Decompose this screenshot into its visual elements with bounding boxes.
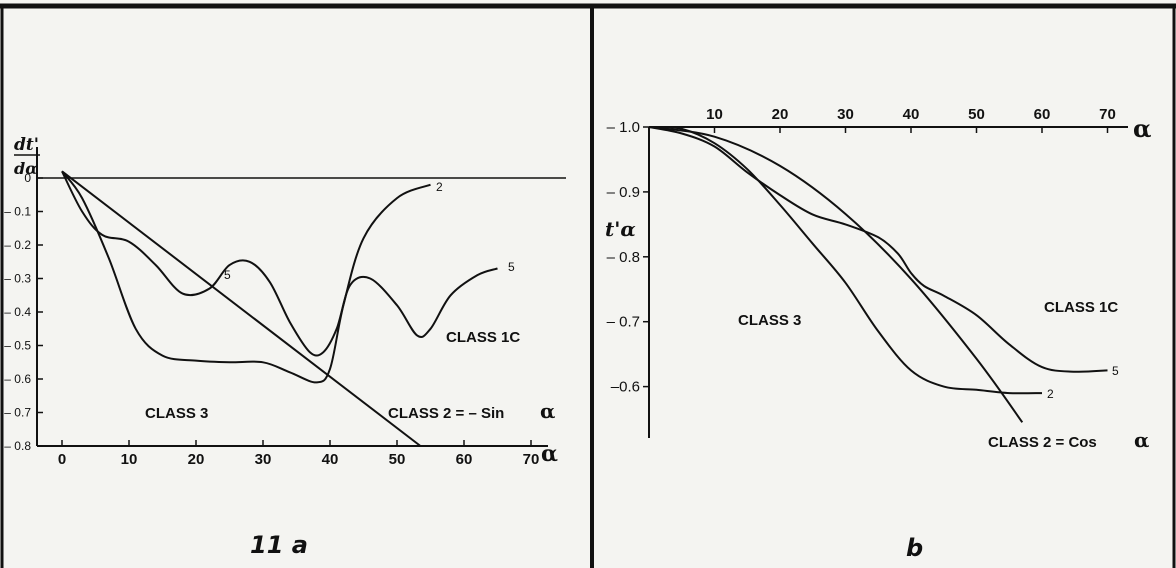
panel-a-x-tick-label: 70 [523,451,540,468]
panel-a-x-tick-label: 50 [389,451,406,468]
panel-b-x-tick-label: 50 [968,106,985,123]
panel-a-y-tick-label: – 0.7 [4,406,31,420]
panel-a-label-class2-alpha: α [540,399,555,423]
panel-a-series-3-line [61,170,422,447]
panel-b-x-tick-label: 40 [903,106,920,123]
panel-b-y-tick-label: – 0.9 [607,184,640,201]
panel-a-x-tick-label: 30 [255,451,272,468]
panel-a-y-tick-label: – 0.2 [4,238,31,252]
panel-b-x-tick-label: 20 [772,106,789,123]
panel-a-y-tick-label: – 0.1 [4,205,31,219]
panel-a-series-2-line [61,170,498,357]
panel-a-y-tick-label: – 0.6 [4,372,31,386]
panel-a-curve-label-5-right: 5 [508,260,515,274]
panel-a-y-tick-label: – 0.5 [4,339,31,353]
panel-a-ylabel-bottom: dα [14,159,38,178]
panel-a-y-ticks: 0 – 0.1 – 0.2 – 0.3 – 0.4 – 0.5 – 0.6 – 0.7 – 0.… [4,171,43,453]
panel-b-ylabel: t'α [605,217,636,241]
panel-b-label-class2-alpha: α [1134,428,1149,452]
panel-a-series-1-line [61,170,431,384]
panel-b-x-tick-label: 30 [837,106,854,123]
panel-b-caption: b [906,534,923,562]
panel-b-x-tick-label: 60 [1034,106,1051,123]
panel-a-x-ticks: 0 10 20 30 40 50 60 70 [58,440,540,468]
panel-a-x-tick-label: 10 [121,451,138,468]
panel-a-y-tick-label: – 0.3 [4,272,31,286]
panel-b-y-tick-label: – 0.7 [607,314,640,331]
panel-a-x-tick-label: 20 [188,451,205,468]
panel-b-x-ticks: 10 20 30 40 50 60 70 [706,106,1116,133]
panel-b-x-tick-label: 70 [1099,106,1116,123]
panel-b-series-3-line [648,126,1024,423]
panel-a-x-tick-label: 40 [322,451,339,468]
panel-a-x-tick-label: 60 [456,451,473,468]
panel-b-curve-label-5: 5 [1112,364,1119,378]
panel-a: 0 – 0.1 – 0.2 – 0.3 – 0.4 – 0.5 – 0.6 – 0.7 – 0.… [4,135,566,559]
panel-b-curves [648,126,1108,423]
panel-a-curve-label-5-left: 5 [224,268,231,282]
panel-b-x-tick-label: 10 [706,106,723,123]
panel-a-y-tick-label: 0 [24,171,31,185]
panel-a-y-tick-label: – 0.8 [4,439,31,453]
panel-b-curve-label-2: 2 [1047,387,1054,401]
panel-b-y-ticks: – 1.0 – 0.9 – 0.8 – 0.7 –0.6 [607,119,649,396]
panel-a-curves [61,170,498,447]
panel-b-series-1-line [648,126,1043,395]
panel-b: – 1.0– 0.9– 0.8– 0.7–0.6 10 20 30 40 50 60 70 … [605,106,1151,562]
panel-a-caption: 11 a [250,531,308,559]
panel-a-xlabel-alpha: α [541,441,558,467]
panel-b-y-tick-label: – 1.0 [607,119,640,136]
panel-a-y-tick-label: – 0.4 [4,305,31,319]
panel-b-xlabel-alpha: α [1133,114,1151,143]
panel-a-curve-label-2: 2 [436,180,443,194]
panel-a-label-class1c: CLASS 1C [446,329,520,346]
panel-b-label-class1c: CLASS 1C [1044,299,1118,316]
panel-b-y-tick-label: –0.6 [611,379,640,396]
panel-a-label-class2: CLASS 2 = – Sin [388,405,504,422]
panel-b-y-tick-label: – 0.8 [607,249,640,266]
panel-b-label-class3: CLASS 3 [738,312,801,329]
panel-a-label-class3: CLASS 3 [145,405,208,422]
panel-a-x-tick-label: 0 [58,451,66,468]
panel-b-label-class2: CLASS 2 = Cos [988,434,1097,451]
panel-a-ylabel-top: dt' [14,135,39,155]
panel-a-axes [36,147,566,447]
panel-b-series-2-line [648,126,1108,373]
